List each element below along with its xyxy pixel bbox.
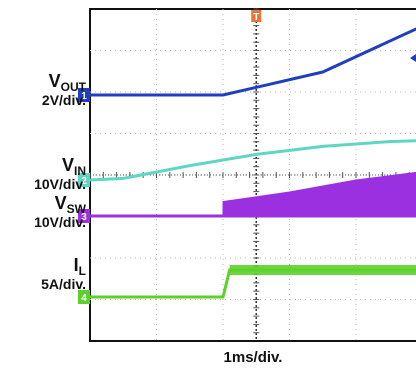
il-channel-number: 4 <box>81 293 87 304</box>
vin-scale: 10V/div. <box>34 176 86 192</box>
vsw-channel-marker <box>78 209 90 223</box>
vout-trace <box>90 27 416 97</box>
channel-markers: 1 2 3 4 T <box>78 10 416 304</box>
vin-channel-marker <box>78 173 90 187</box>
vin-trace <box>89 139 416 182</box>
il-label: IL 5A/div. <box>41 255 86 292</box>
vout-channel-number: 1 <box>81 91 87 102</box>
il-scale: 5A/div. <box>41 276 86 292</box>
il-ripple-band <box>229 265 416 275</box>
vout-level-arrow <box>410 54 416 62</box>
vout-scale: 2V/div. <box>41 92 86 108</box>
trigger-marker <box>251 10 262 22</box>
vout-label: VOUT 2V/div. <box>41 71 86 108</box>
vout-channel-marker <box>78 88 90 102</box>
vsw-label: VSW 10V/div. <box>34 193 86 230</box>
vin-channel-number: 2 <box>81 176 87 187</box>
vsw-channel-number: 3 <box>81 212 87 223</box>
trigger-marker-label: T <box>253 12 259 23</box>
time-base-label: 1ms/div. <box>223 349 283 366</box>
traces <box>89 27 416 299</box>
il-channel-marker <box>78 290 90 304</box>
vin-label: VIN 10V/div. <box>34 155 86 192</box>
vsw-scale: 10V/div. <box>34 214 86 230</box>
